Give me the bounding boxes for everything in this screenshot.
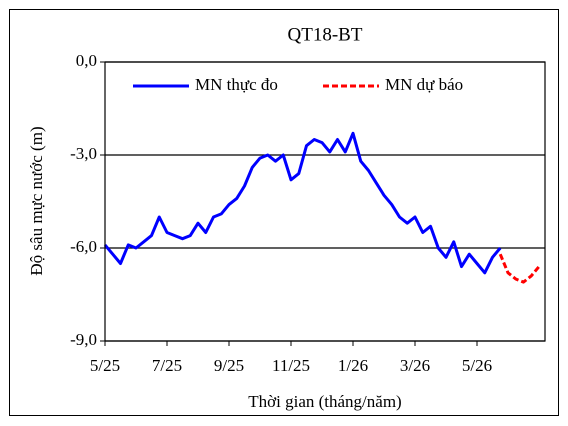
data-line: [498, 253, 541, 284]
plot-border: [104, 61, 546, 342]
y-tick-label: -6,0: [70, 237, 97, 256]
chart-title: QT18-BT: [288, 24, 363, 45]
data-line: [103, 131, 502, 275]
x-tick-label: 9/25: [214, 356, 244, 375]
y-tick-label: -9,0: [70, 330, 97, 349]
x-tick-label: 1/26: [338, 356, 368, 375]
x-tick-label: 3/26: [400, 356, 430, 375]
y-tick-label: 0,0: [76, 51, 97, 70]
x-tick-label: 7/25: [152, 356, 182, 375]
y-axis-label: Độ sâu mực nước (m): [27, 126, 46, 275]
legend-label: MN thực đo: [195, 75, 278, 94]
x-tick-label: 5/26: [462, 356, 492, 375]
legend-label: MN dự báo: [385, 75, 463, 94]
x-tick-label: 5/25: [90, 356, 120, 375]
x-tick-label: 11/25: [272, 356, 310, 375]
x-axis-label: Thời gian (tháng/năm): [248, 392, 401, 411]
chart-frame: [9, 9, 559, 416]
y-tick-label: -3,0: [70, 144, 97, 163]
